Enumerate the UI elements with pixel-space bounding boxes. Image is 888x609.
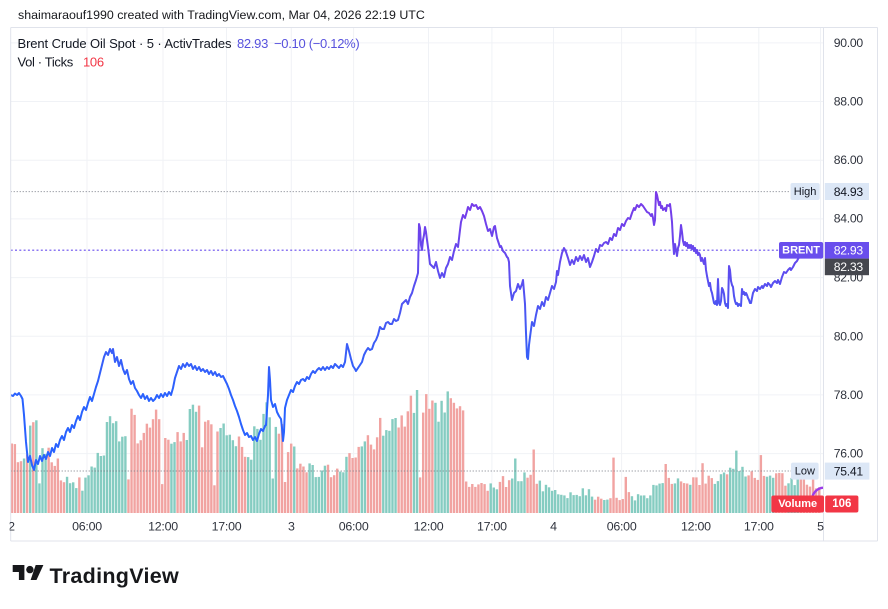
- svg-text:88.00: 88.00: [834, 95, 864, 109]
- svg-text:82.93: 82.93: [834, 243, 864, 257]
- svg-text:84.93: 84.93: [834, 185, 864, 199]
- svg-text:17:00: 17:00: [212, 519, 242, 533]
- svg-text:06:00: 06:00: [72, 519, 102, 533]
- svg-text:12:00: 12:00: [148, 519, 178, 533]
- svg-text:3: 3: [288, 519, 295, 533]
- svg-text:78.00: 78.00: [834, 388, 864, 402]
- svg-text:2: 2: [8, 519, 15, 533]
- svg-text:84.00: 84.00: [834, 212, 864, 226]
- svg-text:High: High: [794, 186, 817, 198]
- svg-text:90.00: 90.00: [834, 36, 864, 50]
- svg-text:Low: Low: [795, 465, 815, 477]
- svg-text:82.33: 82.33: [834, 260, 864, 274]
- svg-text:TradingView: TradingView: [50, 564, 180, 588]
- svg-text:4: 4: [550, 519, 557, 533]
- svg-text:shaimaraouf1990 created with T: shaimaraouf1990 created with TradingView…: [18, 8, 425, 22]
- svg-text:−0.10 (−0.12%): −0.10 (−0.12%): [274, 36, 359, 51]
- svg-text:12:00: 12:00: [414, 519, 444, 533]
- svg-text:17:00: 17:00: [477, 519, 507, 533]
- svg-text:Vol · Ticks: Vol · Ticks: [18, 55, 74, 70]
- svg-text:80.00: 80.00: [834, 329, 864, 343]
- svg-text:Brent Crude Oil Spot · 5 · Act: Brent Crude Oil Spot · 5 · ActivTrades: [18, 36, 233, 51]
- svg-text:106: 106: [832, 498, 851, 510]
- svg-text:82.93: 82.93: [237, 36, 268, 51]
- svg-text:12:00: 12:00: [681, 519, 711, 533]
- svg-text:86.00: 86.00: [834, 153, 864, 167]
- svg-text:BRENT: BRENT: [782, 244, 820, 256]
- svg-text:06:00: 06:00: [339, 519, 369, 533]
- svg-text:06:00: 06:00: [607, 519, 637, 533]
- svg-text:76.00: 76.00: [834, 446, 864, 460]
- svg-text:17:00: 17:00: [744, 519, 774, 533]
- svg-text:75.41: 75.41: [834, 464, 864, 478]
- svg-text:5: 5: [817, 519, 824, 533]
- svg-text:Volume: Volume: [778, 498, 817, 510]
- svg-text:106: 106: [83, 55, 104, 70]
